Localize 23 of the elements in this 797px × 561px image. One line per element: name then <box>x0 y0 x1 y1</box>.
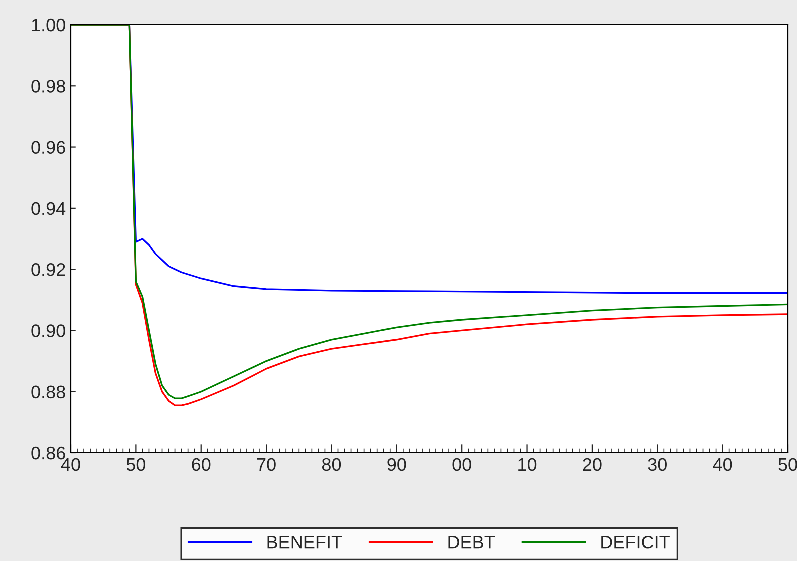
y-tick-label: 0.88 <box>32 386 66 399</box>
y-tick-label: 0.86 <box>32 446 66 460</box>
x-tick-label: 30 <box>648 458 667 472</box>
x-tick-label: 80 <box>322 458 342 472</box>
x-tick-label: 00 <box>452 458 472 472</box>
legend-label: DEFICIT <box>602 536 670 549</box>
x-tick-label: 40 <box>61 458 80 472</box>
x-tick-label: 10 <box>518 458 537 472</box>
y-tick-label: 0.96 <box>32 141 66 154</box>
y-tick-label: 0.94 <box>32 202 66 216</box>
x-tick-label: 50 <box>778 458 797 472</box>
x-tick-label: 60 <box>192 458 211 472</box>
y-tick-label: 1.00 <box>32 18 66 32</box>
x-tick-label: 20 <box>583 458 602 472</box>
x-tick-label: 90 <box>388 458 406 472</box>
y-tick-label: 0.98 <box>32 80 66 93</box>
y-tick-label: 0.90 <box>32 324 66 338</box>
legend-label: DEBT <box>448 536 495 549</box>
x-tick-label: 50 <box>126 458 146 472</box>
x-tick-label: 40 <box>713 458 732 472</box>
y-tick-label: 0.92 <box>32 264 66 276</box>
legend-label: BENEFIT <box>268 536 342 549</box>
x-tick-label: 70 <box>257 458 276 472</box>
